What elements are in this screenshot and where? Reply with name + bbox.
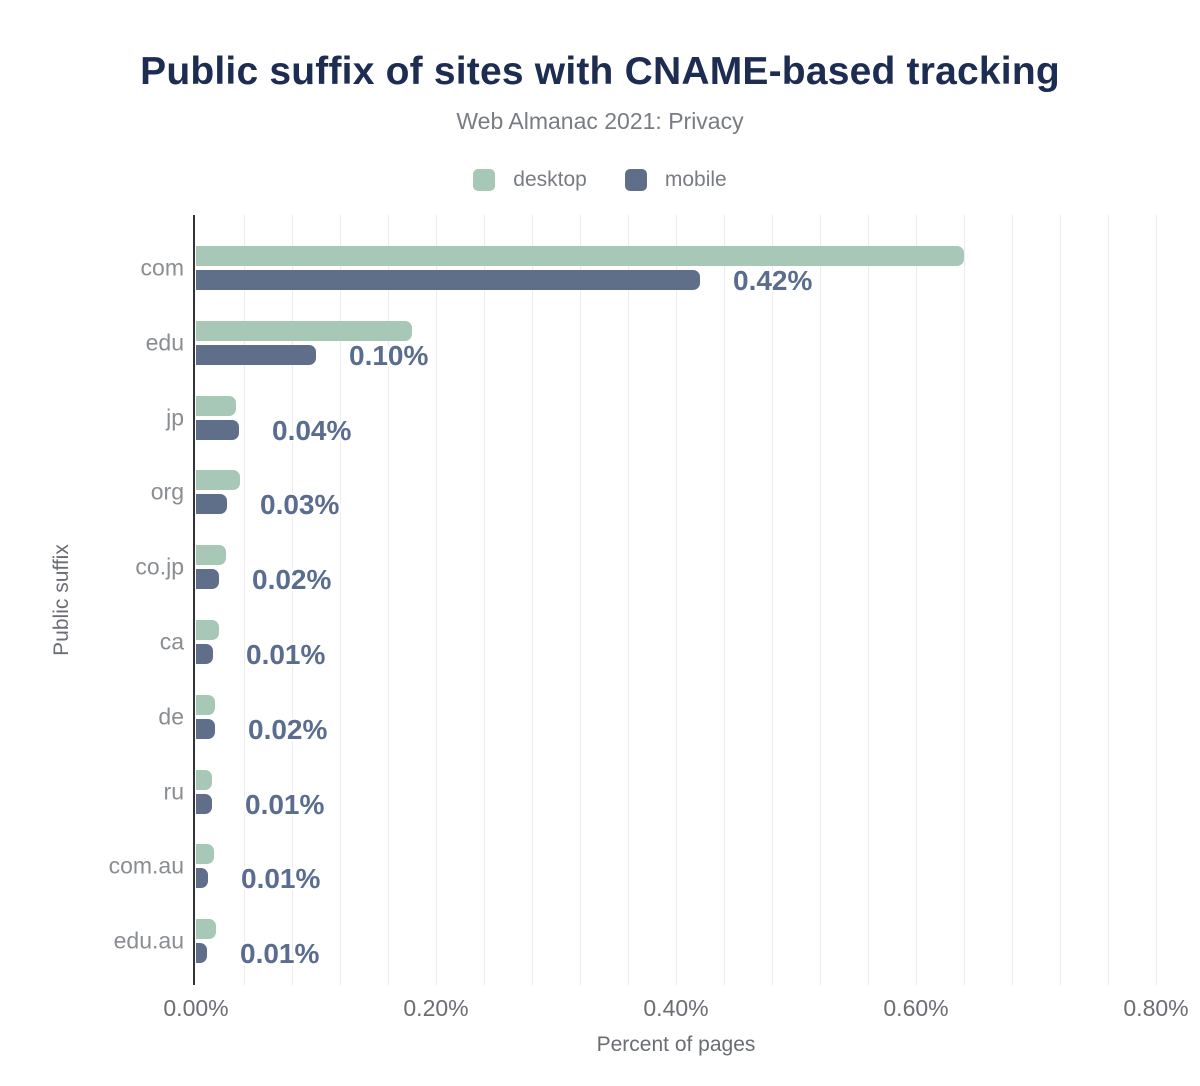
- bar-mobile[interactable]: [196, 345, 316, 365]
- y-axis-title: Public suffix: [50, 544, 73, 656]
- grid-line: [964, 215, 965, 985]
- grid-line: [580, 215, 581, 985]
- bar-mobile[interactable]: [196, 420, 239, 440]
- category-label: com: [140, 254, 184, 281]
- grid-line: [1108, 215, 1109, 985]
- grid-line: [628, 215, 629, 985]
- bar-mobile[interactable]: [196, 794, 212, 814]
- category-label: com.au: [108, 852, 184, 879]
- y-axis-line: [193, 215, 195, 985]
- bar-mobile[interactable]: [196, 270, 700, 290]
- grid-line: [244, 215, 245, 985]
- bar-mobile[interactable]: [196, 868, 208, 888]
- grid-line: [772, 215, 773, 985]
- bar-desktop[interactable]: [196, 844, 214, 864]
- grid-line: [1060, 215, 1061, 985]
- grid-line: [724, 215, 725, 985]
- bar-value-label: 0.01%: [240, 938, 320, 969]
- bar-value-label: 0.03%: [260, 489, 340, 520]
- x-tick-label: 0.80%: [1123, 995, 1189, 1021]
- bar-desktop[interactable]: [196, 919, 216, 939]
- bar-desktop[interactable]: [196, 695, 215, 715]
- bar-value-label: 0.42%: [733, 265, 813, 296]
- x-axis-title: Percent of pages: [596, 1033, 756, 1056]
- legend-swatch-mobile-icon: [624, 169, 647, 191]
- grid-line: [292, 215, 293, 985]
- grid-line: [916, 215, 917, 985]
- legend-swatch-desktop-icon: [473, 169, 496, 191]
- bar-desktop[interactable]: [196, 620, 219, 640]
- bar-value-label: 0.10%: [349, 340, 429, 371]
- category-label: edu.au: [113, 927, 184, 954]
- grid-line: [1156, 215, 1157, 985]
- bar-mobile[interactable]: [196, 644, 213, 664]
- x-tick-label: 0.60%: [883, 995, 949, 1021]
- bar-value-label: 0.01%: [245, 789, 325, 820]
- grid-line: [340, 215, 341, 985]
- bar-value-label: 0.04%: [272, 415, 352, 446]
- grid-line: [820, 215, 821, 985]
- bar-desktop[interactable]: [196, 321, 412, 341]
- grid-line: [532, 215, 533, 985]
- bar-mobile[interactable]: [196, 719, 215, 739]
- bar-mobile[interactable]: [196, 943, 207, 963]
- bar-desktop[interactable]: [196, 545, 226, 565]
- bar-value-label: 0.01%: [246, 639, 326, 670]
- bar-desktop[interactable]: [196, 770, 212, 790]
- legend-label-desktop: desktop: [513, 168, 587, 191]
- grid-line: [1012, 215, 1013, 985]
- bar-value-label: 0.02%: [252, 564, 332, 595]
- category-label: de: [158, 703, 184, 730]
- chart-title: Public suffix of sites with CNAME-based …: [140, 50, 1060, 93]
- bar-desktop[interactable]: [196, 246, 964, 266]
- grid-line: [868, 215, 869, 985]
- category-label: jp: [166, 404, 184, 431]
- bar-desktop[interactable]: [196, 396, 236, 416]
- bar-mobile[interactable]: [196, 569, 219, 589]
- category-label: edu: [145, 329, 184, 356]
- grid-line: [676, 215, 677, 985]
- legend-label-mobile: mobile: [664, 168, 727, 191]
- legend-item-desktop[interactable]: desktop: [473, 168, 587, 192]
- x-tick-label: 0.20%: [403, 995, 469, 1021]
- legend-item-mobile[interactable]: mobile: [624, 168, 727, 192]
- bar-value-label: 0.01%: [241, 863, 321, 894]
- category-label: ca: [159, 628, 184, 655]
- x-tick-label: 0.00%: [163, 995, 229, 1021]
- legend: desktop mobile: [0, 168, 1200, 192]
- bar-mobile[interactable]: [196, 494, 227, 514]
- bar-value-label: 0.02%: [248, 714, 328, 745]
- category-label: ru: [163, 778, 184, 805]
- grid-line: [436, 215, 437, 985]
- chart-subtitle: Web Almanac 2021: Privacy: [456, 108, 744, 134]
- category-label: co.jp: [135, 553, 184, 580]
- bar-desktop[interactable]: [196, 470, 240, 490]
- grid-line: [388, 215, 389, 985]
- category-label: org: [150, 478, 184, 505]
- grid-line: [484, 215, 485, 985]
- x-tick-label: 0.40%: [643, 995, 709, 1021]
